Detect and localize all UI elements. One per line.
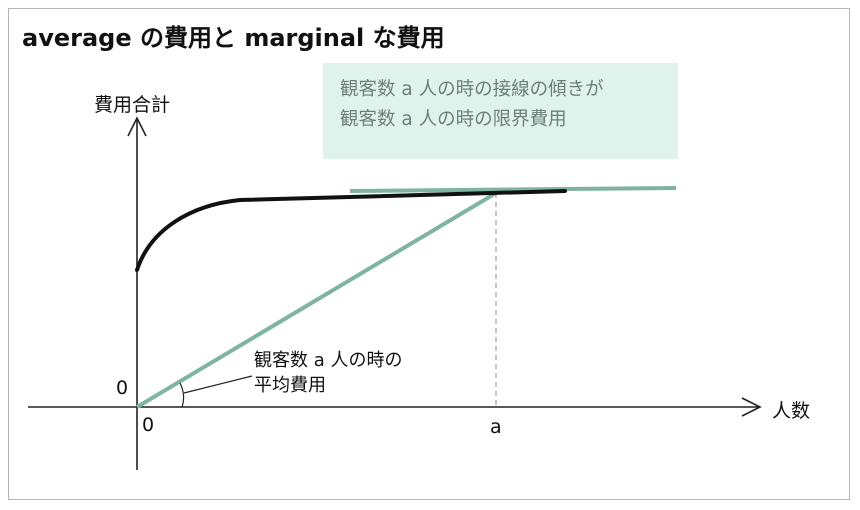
tangent-line	[349, 186, 677, 193]
annotation-line-2: 平均費用	[254, 375, 326, 396]
average-cost-line	[135, 191, 498, 409]
note-line-1: 観客数 a 人の時の接線の傾きが	[340, 79, 604, 100]
page-title: average の費用と marginal な費用	[22, 24, 445, 52]
total-cost-curve	[135, 189, 567, 272]
annotation-line-1: 観客数 a 人の時の	[254, 350, 403, 371]
x-axis-arrowhead	[741, 397, 762, 417]
x-origin-label: 0	[142, 414, 155, 436]
x-axis-label: 人数	[772, 400, 811, 422]
marginal-cost-note: 観客数 a 人の時の接線の傾きが 観客数 a 人の時の限界費用	[323, 63, 678, 159]
average-cost-annotation: 観客数 a 人の時の 平均費用	[254, 348, 402, 398]
annotation-leader-line	[183, 375, 253, 394]
note-line-2: 観客数 a 人の時の限界費用	[340, 109, 567, 130]
x-tick-a-label: a	[490, 416, 502, 438]
diagram-frame	[8, 8, 850, 500]
angle-arc	[179, 382, 185, 408]
y-axis-arrowhead	[127, 116, 147, 137]
y-axis-label: 費用合計	[94, 94, 171, 116]
y-origin-label: 0	[116, 377, 129, 399]
